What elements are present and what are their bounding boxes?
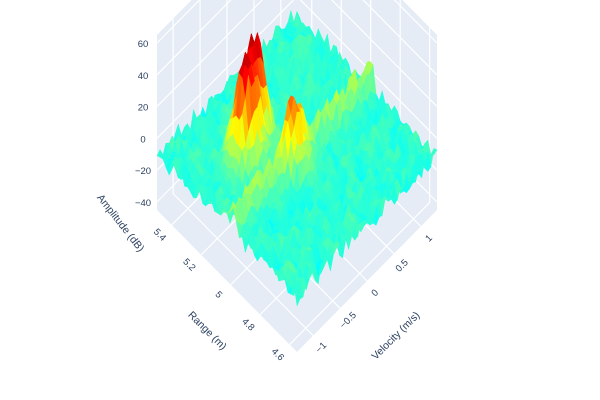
amplitude-tick-label: 20 [138,103,149,114]
surface-plot [156,10,438,307]
velocity-tick-label: −0.5 [338,310,359,331]
amplitude-tick-label: −20 [135,166,151,177]
gridline-amplitude [156,0,438,76]
amplitude-tick-label: 40 [138,71,149,82]
range-tick-label: 4.6 [269,346,286,363]
velocity-tick-label: 1 [423,233,435,245]
range-axis-title: Range (m) [185,309,229,353]
range-tick-label: 5.2 [180,257,197,274]
gridline-velocity-floor [172,193,314,337]
range-tick-label: 4.8 [239,316,256,333]
velocity-tick-label: −1 [314,340,329,355]
surface-cell [293,281,301,307]
gridline-amplitude [156,0,438,139]
gridline-range-floor [289,202,431,345]
amplitude-tick-label: −40 [135,198,151,209]
range-tick-label: 5.4 [151,227,168,244]
gridline-amplitude [156,0,438,108]
amplitude-tick-label: 0 [140,134,145,145]
velocity-tick-label: 0 [369,287,381,299]
amplitude-tick-label: 60 [138,39,149,50]
range-tick-label: 5 [213,289,225,301]
velocity-axis-title: Velocity (m/s) [369,309,422,362]
velocity-tick-label: 0.5 [394,257,411,274]
